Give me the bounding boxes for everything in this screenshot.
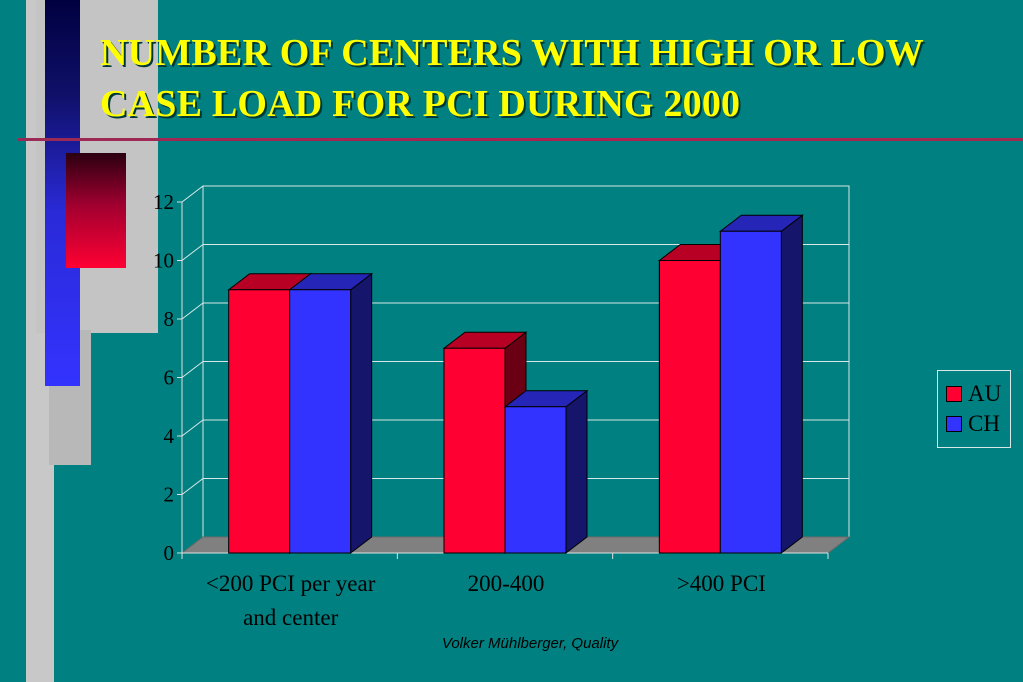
- bar-front-face: [443, 347, 506, 554]
- x-category-label-line: 200-400: [468, 571, 545, 596]
- gridline: [181, 185, 849, 203]
- x-category-label-line: >400 PCI: [677, 571, 766, 596]
- y-tick-label: 6: [164, 366, 175, 390]
- bar-front-face: [719, 230, 782, 554]
- legend-label-au: AU: [968, 381, 1002, 406]
- y-tick-label: 4: [164, 424, 175, 448]
- legend-swatch-au: [946, 386, 962, 402]
- x-category-label-line: and center: [243, 605, 338, 630]
- chart-legend: AU CH: [937, 370, 1011, 448]
- y-tick-label: 10: [153, 249, 174, 273]
- title-divider: [18, 138, 1023, 141]
- y-tick-label: 12: [153, 190, 174, 214]
- bar-front-face: [228, 289, 291, 554]
- bar-ch: [503, 389, 589, 555]
- chart-gridlines: [181, 185, 849, 495]
- x-category-label: >400 PCI: [677, 571, 766, 596]
- legend-item-ch: CH: [946, 409, 1010, 439]
- x-category-label-line: <200 PCI per year: [206, 571, 376, 596]
- bar-front-face: [289, 289, 352, 554]
- x-category-label: 200-400: [468, 571, 545, 596]
- y-tick-label: 8: [164, 307, 175, 331]
- x-category-label: <200 PCI per year and center: [206, 571, 376, 630]
- gridline: [181, 244, 849, 261]
- bar-front-face: [658, 260, 721, 554]
- slide-footer: Volker Mühlberger, Quality: [441, 635, 619, 652]
- legend-swatch-ch: [946, 416, 962, 432]
- legend-label-ch: CH: [968, 411, 1000, 436]
- slide-title: NUMBER OF CENTERS WITH HIGH OR LOW CASE …: [100, 32, 924, 125]
- gridline: [181, 419, 849, 437]
- chart-labels: 0 2 4 6 8 10 12 <200 PCI per year and center 200-…: [153, 190, 766, 630]
- bar-front-face: [504, 406, 567, 554]
- y-tick-label: 2: [164, 483, 175, 507]
- bar-ch: [288, 272, 374, 555]
- gridline: [181, 302, 849, 320]
- legend-item-au: AU: [946, 379, 1010, 409]
- decor-bar-red: [66, 153, 126, 268]
- bar-side-face: [350, 272, 373, 555]
- y-tick-label: 0: [164, 541, 175, 565]
- bar-ch: [718, 214, 804, 555]
- bar-side-face: [565, 389, 588, 555]
- gridline: [181, 361, 849, 378]
- gridline: [181, 478, 849, 495]
- chart-bars: [227, 214, 804, 555]
- bar-side-face: [780, 214, 803, 555]
